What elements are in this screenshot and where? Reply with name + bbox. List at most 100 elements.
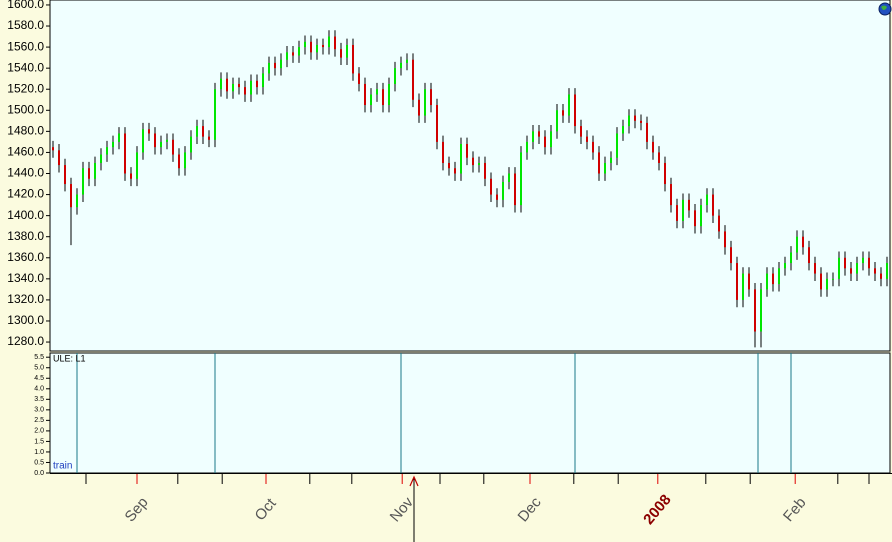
candle-body — [328, 36, 330, 48]
candle-body — [310, 41, 312, 53]
candle-body — [76, 194, 78, 208]
candle-body — [214, 89, 216, 140]
candle-body — [526, 141, 528, 153]
candle-body — [274, 62, 276, 69]
y-tick-label: 4.5 — [34, 375, 44, 382]
candle-body — [268, 62, 270, 74]
y-tick-label: 3.0 — [34, 407, 44, 414]
candle-body — [292, 52, 294, 56]
x-tick-label: Nov — [387, 494, 417, 526]
candle-body — [844, 257, 846, 269]
candle-body — [514, 173, 516, 206]
candle-body — [556, 110, 558, 132]
indicator-panel — [49, 352, 891, 474]
candle-body — [532, 131, 534, 142]
candle-body — [298, 47, 300, 56]
candle-body — [454, 168, 456, 174]
candle-body — [484, 162, 486, 179]
candle-body — [808, 247, 810, 264]
candle-body — [814, 263, 816, 274]
candle-body — [820, 273, 822, 290]
candle-body — [838, 257, 840, 279]
candle-body — [88, 168, 90, 179]
y-tick-label: 1380.0 — [7, 229, 44, 243]
candle-body — [106, 147, 108, 155]
candle-body — [304, 41, 306, 48]
candle-body — [772, 273, 774, 285]
candle-body — [172, 139, 174, 155]
candle-body — [166, 139, 168, 142]
candle-body — [598, 152, 600, 174]
candle-body — [592, 141, 594, 153]
candle-body — [604, 162, 606, 174]
candle-body — [586, 136, 588, 142]
candle-body — [766, 273, 768, 290]
candle-body — [364, 83, 366, 106]
x-tick-label: Feb — [780, 494, 810, 525]
candle-body — [490, 178, 492, 195]
candle-body — [646, 122, 648, 142]
candle-body — [802, 236, 804, 248]
y-tick-label: 1320.0 — [7, 292, 44, 306]
x-tick-label: 2008 — [640, 491, 674, 527]
candle-body — [742, 273, 744, 300]
y-tick-label: 2.0 — [34, 428, 44, 435]
candle-body — [148, 129, 150, 134]
candle-body — [448, 162, 450, 169]
price-panel — [49, 0, 891, 352]
candle-body — [130, 173, 132, 179]
y-tick-label: 1440.0 — [7, 166, 44, 180]
candle-body — [676, 205, 678, 221]
candle-body — [478, 162, 480, 166]
candle-body — [460, 144, 462, 174]
candle-body — [616, 133, 618, 158]
candle-body — [184, 152, 186, 169]
candle-body — [322, 44, 324, 48]
candle-body — [538, 131, 540, 137]
candle-body — [700, 205, 702, 227]
candle-body — [100, 154, 102, 163]
candle-body — [64, 165, 66, 185]
candle-body — [370, 94, 372, 106]
candle-body — [862, 257, 864, 264]
y-tick-label: 0.5 — [34, 459, 44, 466]
candle-body — [640, 120, 642, 123]
candle-body — [220, 78, 222, 90]
candle-body — [736, 263, 738, 300]
candle-body — [316, 44, 318, 53]
candle-body — [868, 257, 870, 269]
candle-body — [886, 263, 888, 279]
candle-body — [400, 62, 402, 69]
y-tick-label: 4.0 — [34, 386, 44, 393]
indicator-title: ULE: L1 — [53, 353, 86, 363]
candle-body — [688, 199, 690, 211]
candle-body — [496, 194, 498, 200]
candle-body — [670, 184, 672, 206]
candle-body — [262, 73, 264, 88]
candle-body — [232, 83, 234, 92]
y-tick-label: 1.0 — [34, 449, 44, 456]
x-tick-label: Sep — [121, 494, 151, 525]
y-tick-label: 1340.0 — [7, 271, 44, 285]
candle-body — [520, 152, 522, 206]
candle-body — [850, 268, 852, 274]
y-tick-label: 5.5 — [34, 354, 44, 361]
candle-body — [196, 126, 198, 137]
y-tick-label: 1580.0 — [7, 18, 44, 32]
candle-body — [874, 268, 876, 274]
candle-body — [424, 89, 426, 116]
candle-body — [412, 59, 414, 100]
y-tick-label: 1300.0 — [7, 313, 44, 327]
candle-body — [880, 273, 882, 279]
y-tick-label: 1520.0 — [7, 81, 44, 95]
candle-body — [754, 289, 756, 332]
y-tick-label: 3.5 — [34, 396, 44, 403]
y-tick-label: 1480.0 — [7, 124, 44, 138]
candle-body — [790, 252, 792, 264]
candle-body — [610, 157, 612, 163]
candle-body — [346, 44, 348, 58]
candle-body — [154, 133, 156, 148]
candle-body — [358, 73, 360, 84]
candle-body — [70, 184, 72, 208]
